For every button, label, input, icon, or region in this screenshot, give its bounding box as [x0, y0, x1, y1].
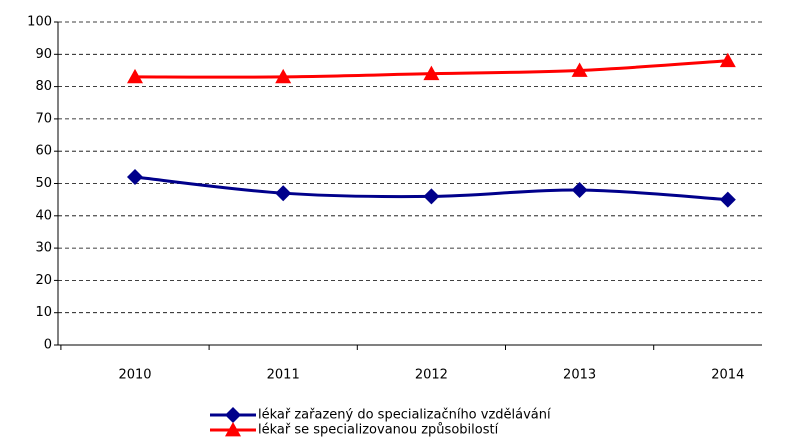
y-tick-label: 0: [44, 338, 52, 353]
y-tick-label: 20: [35, 273, 52, 288]
data-point: [275, 185, 292, 202]
data-point: [423, 188, 440, 205]
x-tick-label: 2013: [563, 368, 596, 383]
legend-marker: [225, 422, 241, 437]
data-point: [571, 181, 588, 198]
data-point: [127, 68, 143, 84]
data-point: [719, 191, 736, 208]
y-tick-label: 60: [35, 144, 52, 159]
x-tick-label: 2014: [711, 368, 744, 383]
x-tick-label: 2011: [267, 368, 300, 383]
y-tick-label: 30: [35, 241, 52, 256]
y-tick-label: 90: [35, 47, 52, 62]
data-point: [571, 62, 588, 77]
y-tick-label: 10: [35, 305, 52, 320]
data-point: [275, 68, 292, 84]
data-point: [719, 52, 736, 68]
y-tick-label: 50: [35, 176, 52, 191]
x-tick-label: 2012: [415, 368, 448, 383]
data-point: [127, 169, 143, 186]
y-tick-label: 100: [27, 15, 52, 30]
y-tick-label: 70: [35, 111, 52, 126]
y-tick-label: 80: [35, 79, 52, 94]
data-point: [423, 65, 440, 81]
x-tick-label: 2010: [118, 368, 151, 383]
legend-label: lékař zařazený do specializačního vzdělá…: [258, 408, 551, 423]
legend-label: lékař se specializovanou způsobilostí: [258, 423, 499, 438]
legend-marker: [225, 407, 241, 423]
y-tick-label: 40: [35, 208, 52, 223]
